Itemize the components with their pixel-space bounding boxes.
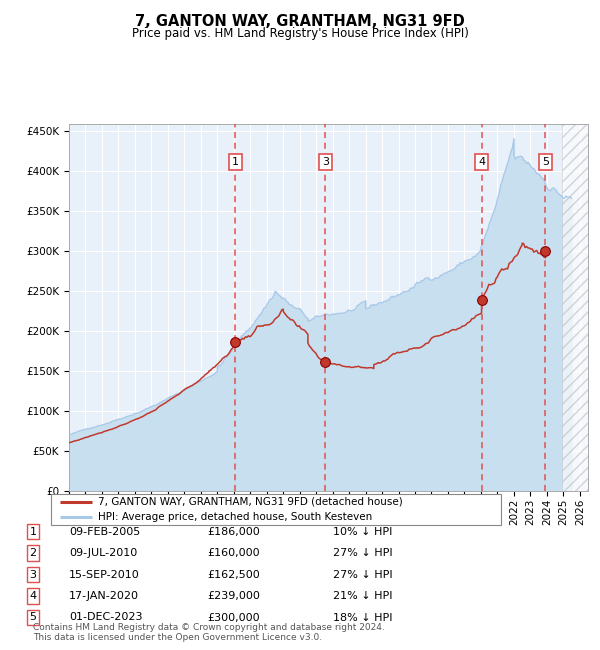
Bar <box>562 124 588 491</box>
Text: 27% ↓ HPI: 27% ↓ HPI <box>333 569 392 580</box>
Text: 1: 1 <box>232 157 239 167</box>
Text: £186,000: £186,000 <box>207 526 260 537</box>
Text: Price paid vs. HM Land Registry's House Price Index (HPI): Price paid vs. HM Land Registry's House … <box>131 27 469 40</box>
FancyBboxPatch shape <box>51 494 501 525</box>
Text: HPI: Average price, detached house, South Kesteven: HPI: Average price, detached house, Sout… <box>98 512 373 523</box>
Text: 7, GANTON WAY, GRANTHAM, NG31 9FD: 7, GANTON WAY, GRANTHAM, NG31 9FD <box>135 14 465 29</box>
Text: 5: 5 <box>29 612 37 623</box>
Text: £239,000: £239,000 <box>207 591 260 601</box>
Text: £162,500: £162,500 <box>207 569 260 580</box>
Text: 17-JAN-2020: 17-JAN-2020 <box>69 591 139 601</box>
Text: £300,000: £300,000 <box>207 612 260 623</box>
Text: 3: 3 <box>322 157 329 167</box>
Text: £160,000: £160,000 <box>207 548 260 558</box>
Text: 5: 5 <box>542 157 549 167</box>
Text: 2: 2 <box>29 548 37 558</box>
Text: 21% ↓ HPI: 21% ↓ HPI <box>333 591 392 601</box>
Text: 10% ↓ HPI: 10% ↓ HPI <box>333 526 392 537</box>
Text: 15-SEP-2010: 15-SEP-2010 <box>69 569 140 580</box>
Text: 7, GANTON WAY, GRANTHAM, NG31 9FD (detached house): 7, GANTON WAY, GRANTHAM, NG31 9FD (detac… <box>98 497 403 507</box>
Text: 4: 4 <box>478 157 485 167</box>
Text: 27% ↓ HPI: 27% ↓ HPI <box>333 548 392 558</box>
Text: 09-FEB-2005: 09-FEB-2005 <box>69 526 140 537</box>
Text: Contains HM Land Registry data © Crown copyright and database right 2024.
This d: Contains HM Land Registry data © Crown c… <box>33 623 385 642</box>
Text: 09-JUL-2010: 09-JUL-2010 <box>69 548 137 558</box>
Text: 4: 4 <box>29 591 37 601</box>
Text: 1: 1 <box>29 526 37 537</box>
Text: 01-DEC-2023: 01-DEC-2023 <box>69 612 143 623</box>
Text: 3: 3 <box>29 569 37 580</box>
Text: 18% ↓ HPI: 18% ↓ HPI <box>333 612 392 623</box>
